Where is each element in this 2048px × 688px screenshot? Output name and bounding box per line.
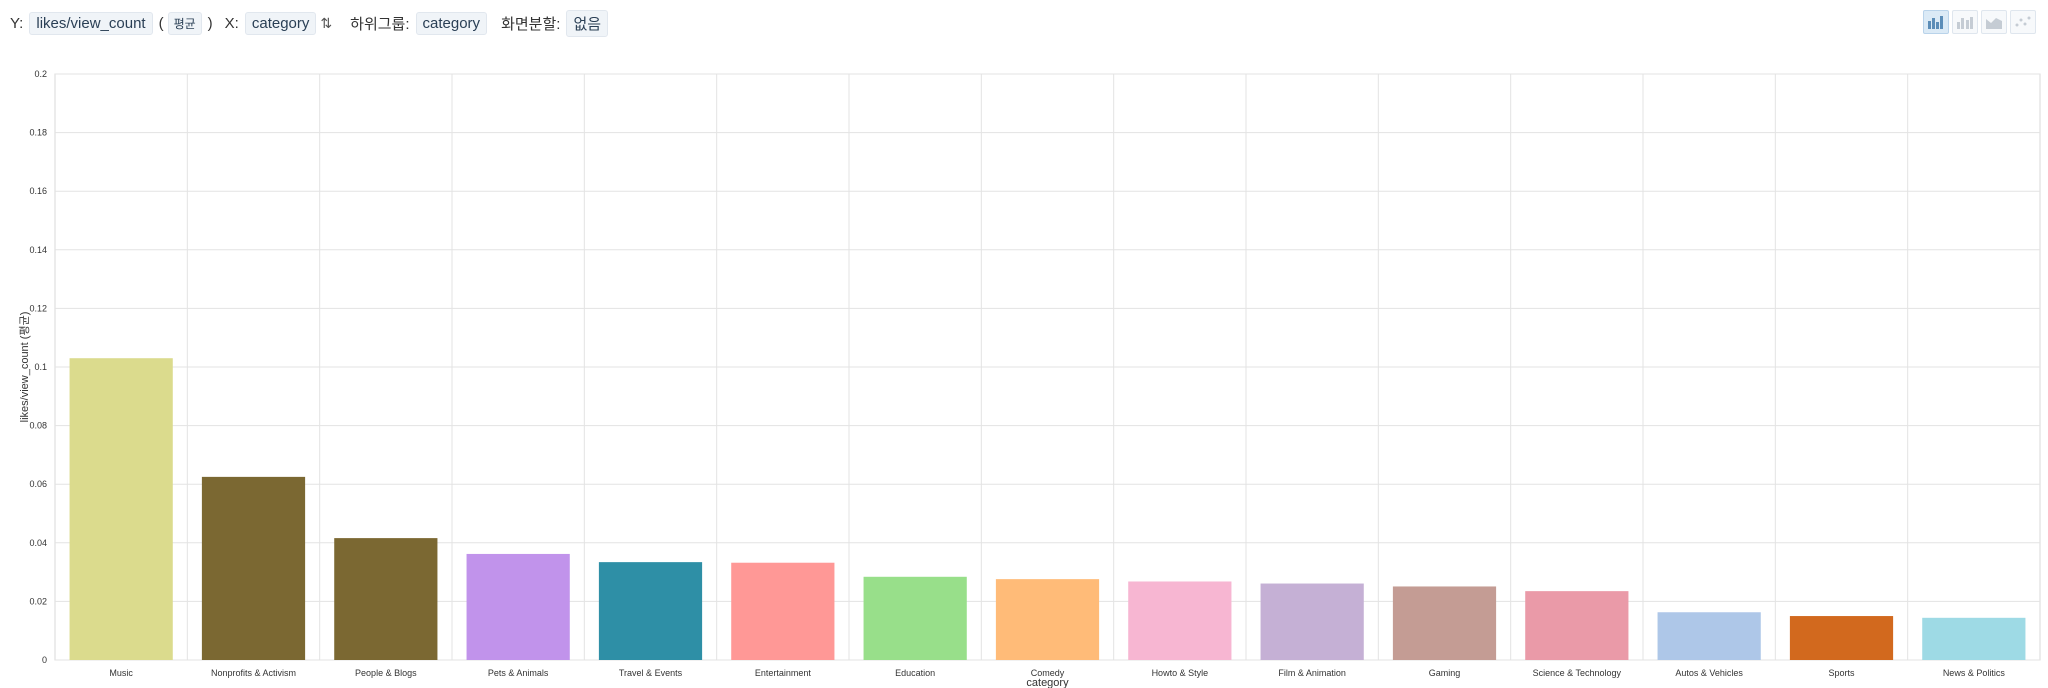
bar [598, 562, 703, 660]
x-tick-label: Science & Technology [1533, 668, 1622, 678]
y-tick-label: 0.04 [29, 538, 47, 548]
split-select[interactable]: 없음 [566, 9, 609, 37]
bar [1657, 612, 1761, 660]
bar [1789, 616, 1894, 660]
y-tick-label: 0.2 [34, 69, 47, 79]
y-tick-label: 0.12 [29, 303, 47, 313]
area-chart-icon [1986, 18, 2002, 29]
area-chart-type-button[interactable] [1981, 10, 2007, 34]
scatter-chart-icon [2015, 16, 2031, 27]
y-tick-label: 0.18 [29, 128, 47, 138]
chart-type-switcher [1923, 10, 2036, 34]
y-tick-label: 0.1 [34, 362, 47, 372]
y-tick-label: 0.06 [29, 479, 47, 489]
sort-icon[interactable]: ⇅ [320, 14, 333, 31]
x-tick-label: Travel & Events [619, 668, 683, 678]
bar [1128, 581, 1232, 660]
x-tick-label: Howto & Style [1152, 668, 1209, 678]
y-tick-label: 0 [42, 655, 47, 665]
x-axis-label: X: [224, 14, 239, 32]
bar [995, 579, 1100, 660]
bar [1525, 591, 1629, 660]
scatter-chart-type-button[interactable] [2010, 10, 2036, 34]
x-axis-title: category [1026, 677, 1069, 688]
x-tick-label: People & Blogs [355, 668, 417, 678]
x-tick-label: Pets & Animals [488, 668, 549, 678]
bar [1392, 586, 1497, 660]
x-tick-label: News & Politics [1943, 668, 2006, 678]
grouped-bar-chart-type-button[interactable] [1952, 10, 1978, 34]
bar-chart-type-button[interactable] [1923, 10, 1949, 34]
x-tick-label: Film & Animation [1278, 668, 1346, 678]
x-tick-label: Autos & Vehicles [1675, 668, 1743, 678]
x-tick-label: Education [895, 668, 935, 678]
y-axis-label: Y: [10, 14, 24, 32]
split-label: 화면분할: [501, 15, 561, 33]
agg-close-paren: ) [207, 14, 213, 32]
x-tick-label: Sports [1828, 668, 1855, 678]
x-tick-label: Comedy [1031, 668, 1065, 678]
bar [1260, 583, 1364, 660]
x-tick-label: Nonprofits & Activism [211, 668, 296, 678]
y-tick-label: 0.16 [29, 186, 47, 196]
subgroup-select[interactable]: category [415, 11, 488, 35]
x-tick-label: Entertainment [755, 668, 812, 678]
bar-chart-icon [1928, 16, 1943, 29]
y-tick-label: 0.14 [29, 245, 47, 255]
chart-controls: Y: likes/view_count ( 평균 ) X: category ⇅… [10, 9, 614, 37]
grouped-bar-chart-icon [1957, 17, 1973, 29]
x-field-select[interactable]: category [244, 11, 317, 35]
bar [466, 553, 570, 660]
y-axis-title: likes/view_count (평균) [18, 312, 31, 423]
y-field-select[interactable]: likes/view_count [29, 11, 153, 35]
aggregation-select[interactable]: 평균 [167, 11, 202, 35]
bar [731, 562, 835, 660]
agg-open-paren: ( [158, 14, 164, 32]
bar [863, 576, 967, 660]
bar [1922, 617, 2026, 660]
y-tick-label: 0.08 [29, 421, 47, 431]
subgroup-label: 하위그룹: [350, 15, 410, 33]
bar [334, 538, 438, 660]
bar [201, 476, 306, 660]
x-tick-label: Gaming [1429, 668, 1461, 678]
x-tick-label: Music [109, 668, 133, 678]
bar [69, 358, 173, 660]
y-tick-label: 0.02 [29, 596, 47, 606]
